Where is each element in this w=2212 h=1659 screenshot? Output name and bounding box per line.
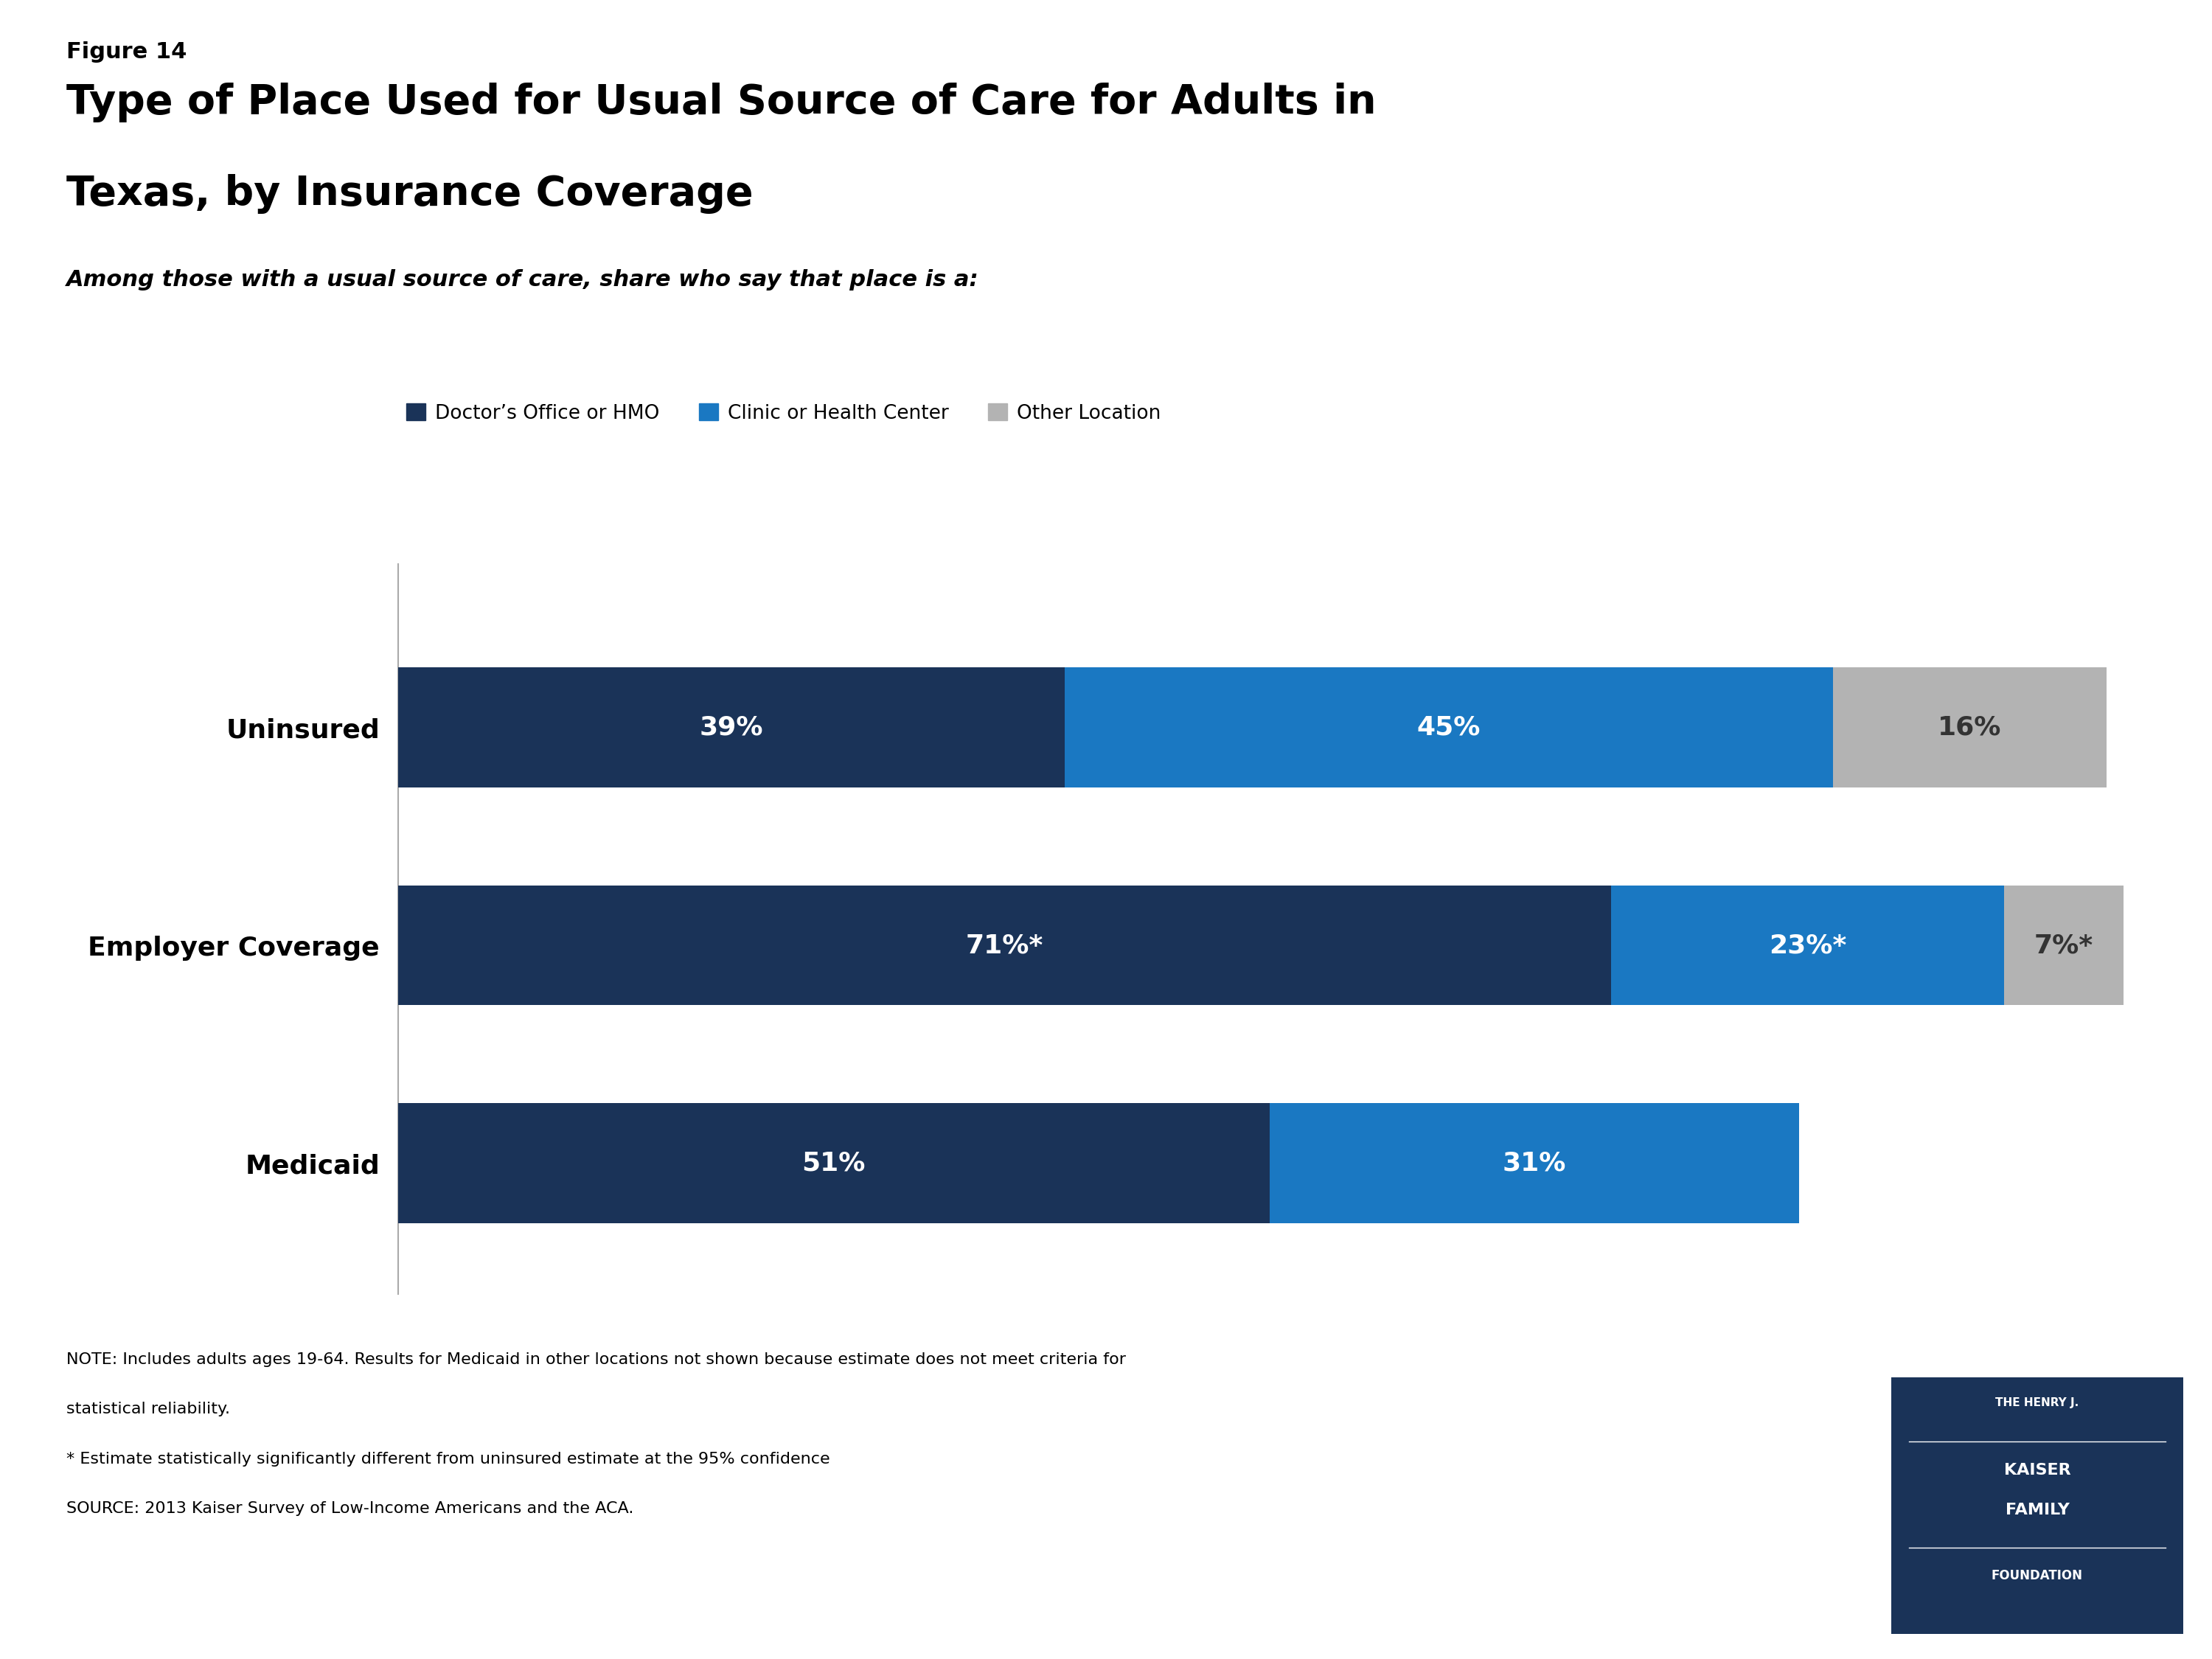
Text: * Estimate statistically significantly different from uninsured estimate at the : * Estimate statistically significantly d…: [66, 1452, 830, 1467]
Bar: [1610, 886, 2004, 1005]
Text: statistical reliability.: statistical reliability.: [66, 1402, 230, 1417]
Text: FOUNDATION: FOUNDATION: [1991, 1569, 2084, 1583]
Text: THE HENRY J.: THE HENRY J.: [1995, 1397, 2079, 1408]
Text: KAISER: KAISER: [2004, 1463, 2070, 1478]
Bar: [398, 1103, 1270, 1223]
Text: 51%: 51%: [803, 1151, 865, 1176]
Text: SOURCE: 2013 Kaiser Survey of Low-Income Americans and the ACA.: SOURCE: 2013 Kaiser Survey of Low-Income…: [66, 1501, 633, 1516]
Bar: [1064, 667, 1834, 788]
Text: 31%: 31%: [1502, 1151, 1566, 1176]
Bar: [2004, 886, 2124, 1005]
Text: 7%*: 7%*: [2035, 932, 2093, 957]
Text: 16%: 16%: [1938, 715, 2002, 740]
Bar: [1834, 667, 2106, 788]
Text: Texas, by Insurance Coverage: Texas, by Insurance Coverage: [66, 174, 752, 214]
Text: FAMILY: FAMILY: [2006, 1503, 2068, 1518]
Text: NOTE: Includes adults ages 19-64. Results for Medicaid in other locations not sh: NOTE: Includes adults ages 19-64. Result…: [66, 1352, 1126, 1367]
Bar: [398, 667, 1064, 788]
Legend: Doctor’s Office or HMO, Clinic or Health Center, Other Location: Doctor’s Office or HMO, Clinic or Health…: [407, 403, 1161, 423]
Text: 71%*: 71%*: [967, 932, 1044, 957]
Text: Figure 14: Figure 14: [66, 41, 186, 63]
Text: Type of Place Used for Usual Source of Care for Adults in: Type of Place Used for Usual Source of C…: [66, 83, 1376, 123]
Bar: [1270, 1103, 1798, 1223]
Text: Among those with a usual source of care, share who say that place is a:: Among those with a usual source of care,…: [66, 269, 980, 290]
Text: 39%: 39%: [699, 715, 763, 740]
Text: 45%: 45%: [1418, 715, 1480, 740]
Bar: [398, 886, 1610, 1005]
Text: 23%*: 23%*: [1770, 932, 1847, 957]
